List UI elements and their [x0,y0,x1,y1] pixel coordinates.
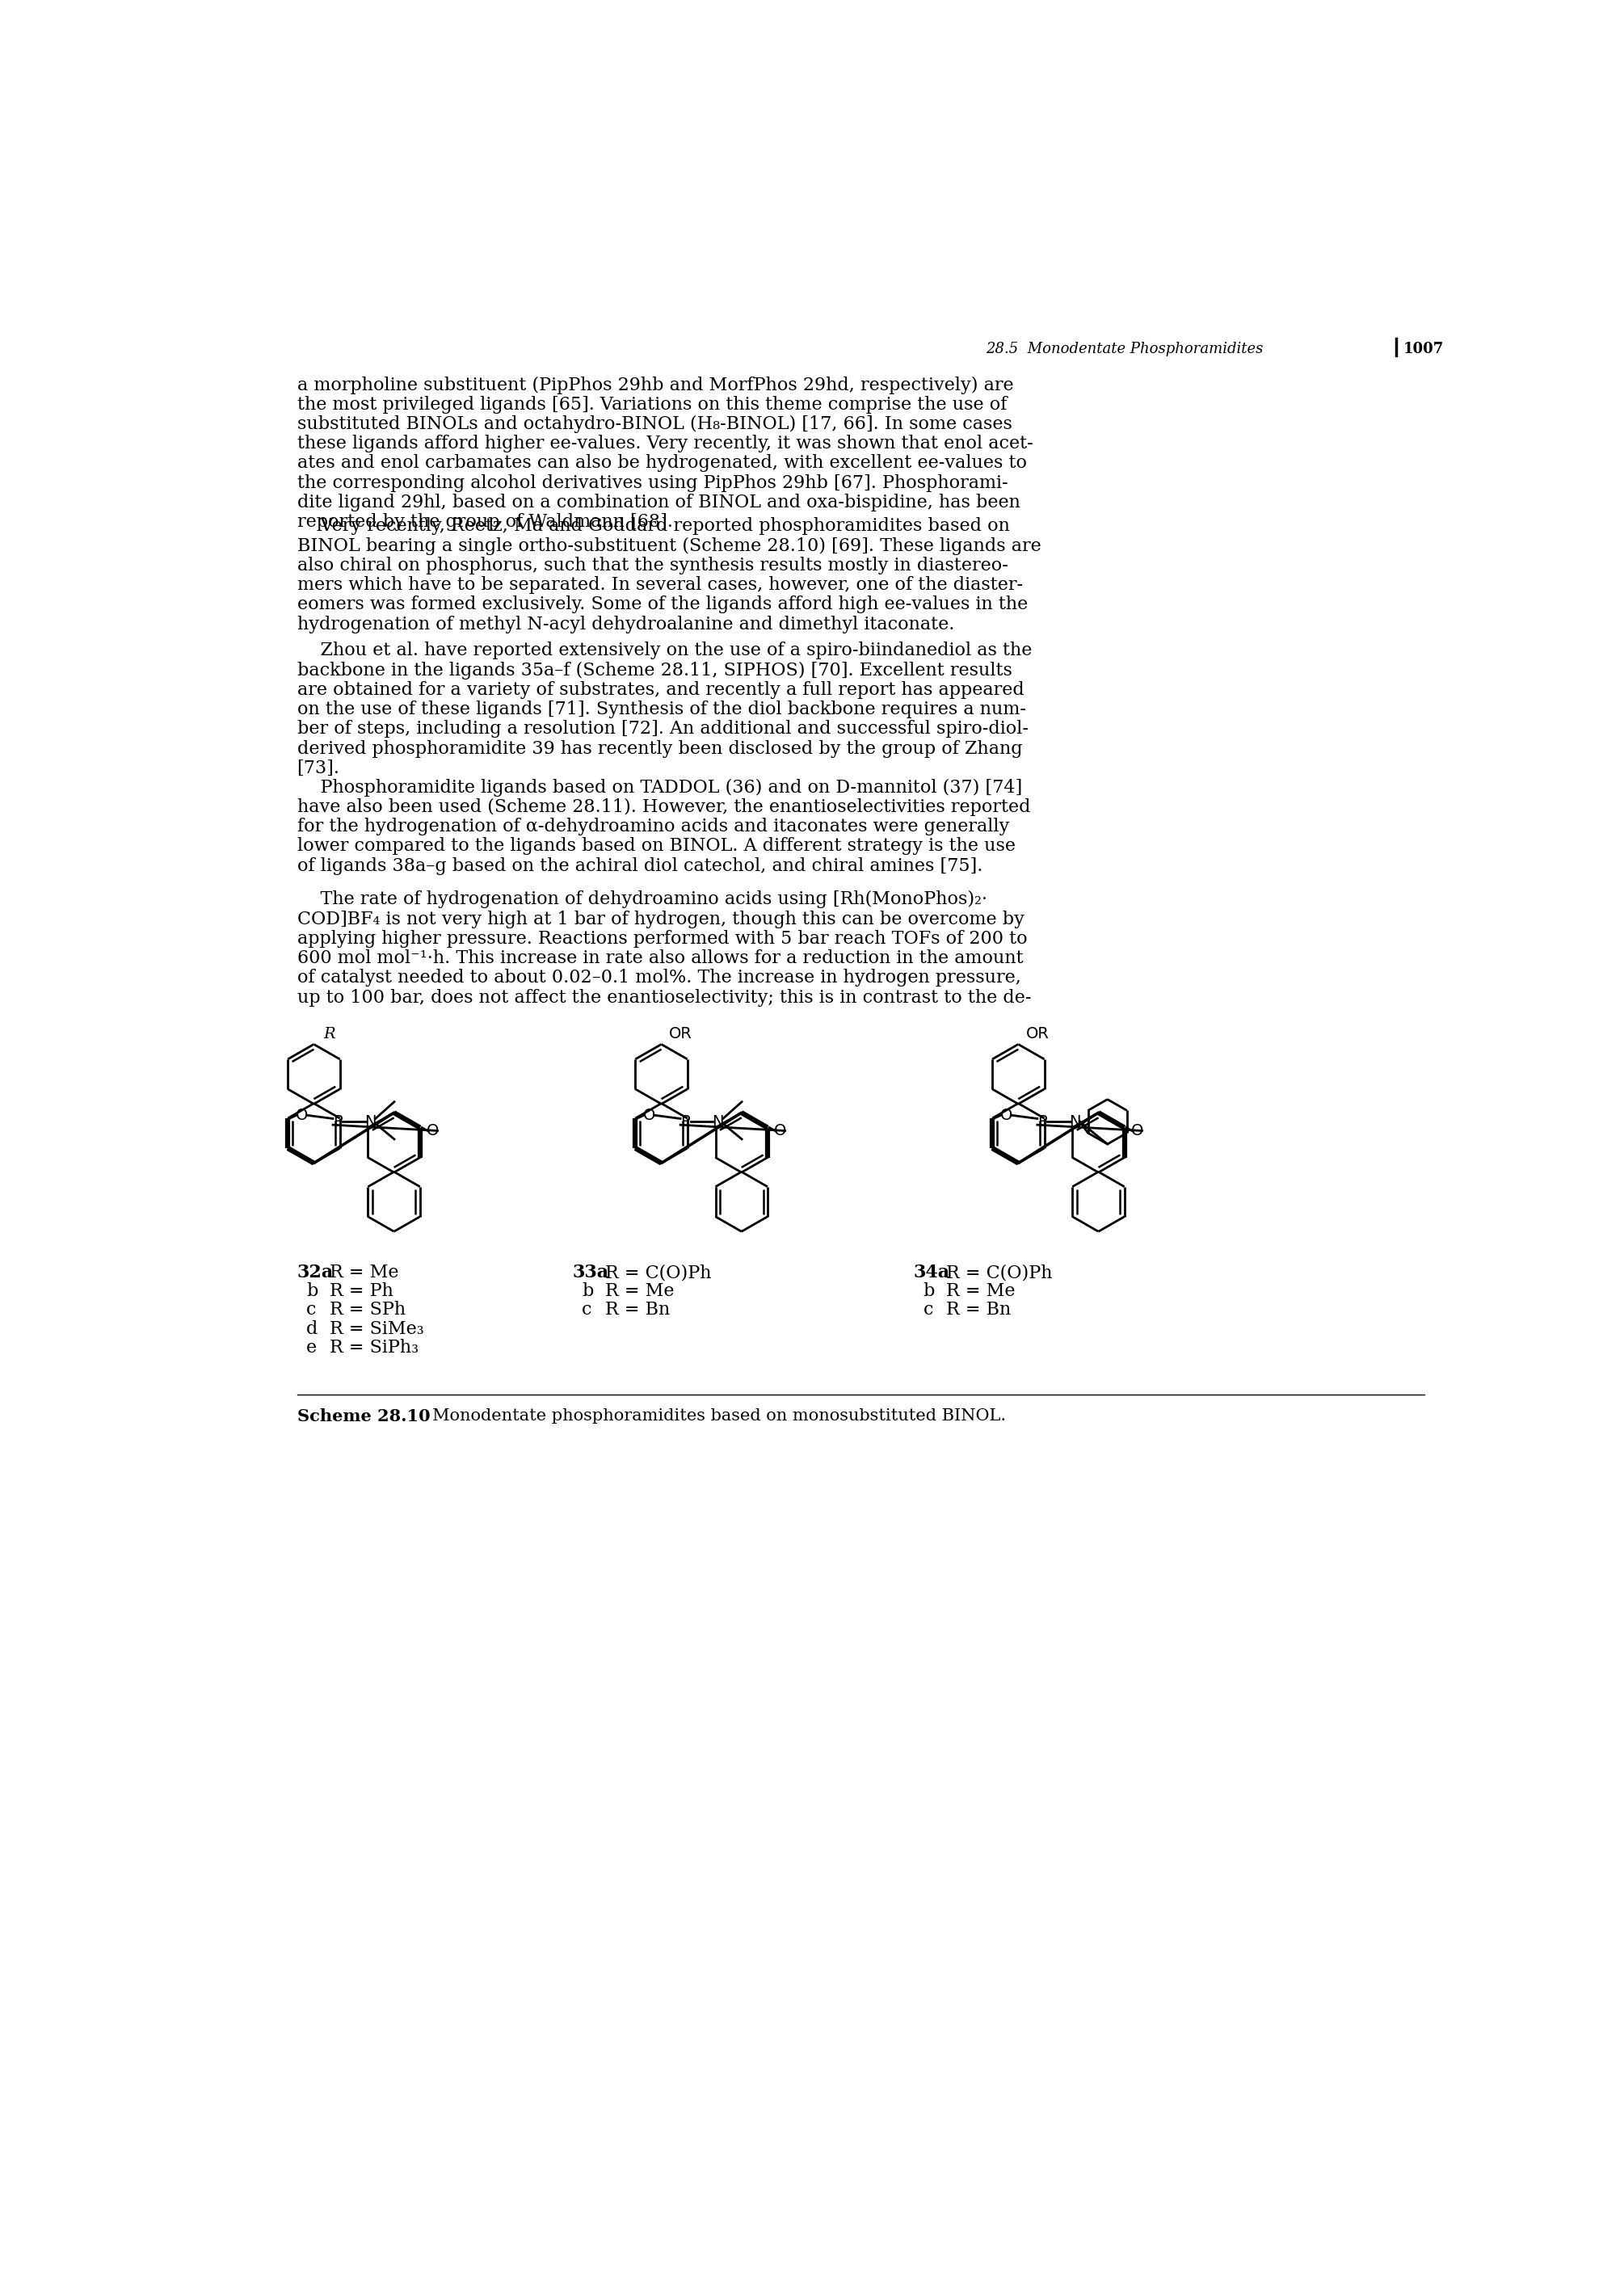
Text: d: d [307,1321,318,1337]
Text: N: N [711,1115,724,1128]
Text: N: N [1069,1115,1080,1128]
Text: O: O [775,1124,786,1138]
Text: 600 mol mol⁻¹·h. This increase in rate also allows for a reduction in the amount: 600 mol mol⁻¹·h. This increase in rate a… [297,950,1023,968]
Text: R = SiMe₃: R = SiMe₃ [330,1321,424,1337]
Text: have also been used (Scheme 28.11). However, the enantioselectivities reported: have also been used (Scheme 28.11). Howe… [297,799,1030,817]
Text: dite ligand 29hl, based on a combination of BINOL and oxa-bispidine, has been: dite ligand 29hl, based on a combination… [297,494,1020,510]
Text: OR: OR [1026,1025,1049,1041]
Text: BINOL bearing a single ortho-substituent (Scheme 28.10) [69]. These ligands are: BINOL bearing a single ortho-substituent… [297,538,1041,554]
Text: these ligands afford higher ee-values. Very recently, it was shown that enol ace: these ligands afford higher ee-values. V… [297,435,1033,453]
Text: of catalyst needed to about 0.02–0.1 mol%. The increase in hydrogen pressure,: of catalyst needed to about 0.02–0.1 mol… [297,968,1021,987]
Text: 28.5  Monodentate Phosphoramidites: 28.5 Monodentate Phosphoramidites [986,341,1263,357]
Text: Scheme 28.10: Scheme 28.10 [297,1408,430,1424]
Text: reported by the group of Waldmann [68].: reported by the group of Waldmann [68]. [297,513,672,531]
Text: the most privileged ligands [65]. Variations on this theme comprise the use of: the most privileged ligands [65]. Variat… [297,396,1007,414]
Text: O: O [1130,1124,1143,1138]
Text: R = Me: R = Me [330,1264,398,1282]
Text: Monodentate phosphoramidites based on monosubstituted BINOL.: Monodentate phosphoramidites based on mo… [422,1408,1007,1424]
Text: P: P [333,1115,343,1128]
Text: hydrogenation of methyl N-acyl dehydroalanine and dimethyl itaconate.: hydrogenation of methyl N-acyl dehydroal… [297,616,953,634]
Text: b: b [922,1282,935,1300]
Text: ber of steps, including a resolution [72]. An additional and successful spiro-di: ber of steps, including a resolution [72… [297,721,1028,737]
Text: R = Me: R = Me [947,1282,1015,1300]
Text: O: O [1000,1108,1012,1124]
Text: R = Me: R = Me [606,1282,674,1300]
Text: backbone in the ligands 35a–f (Scheme 28.11, SIPHOS) [70]. Excellent results: backbone in the ligands 35a–f (Scheme 28… [297,662,1012,680]
Text: also chiral on phosphorus, such that the synthesis results mostly in diastereo-: also chiral on phosphorus, such that the… [297,556,1009,575]
Text: R = SiPh₃: R = SiPh₃ [330,1339,419,1357]
Text: 1007: 1007 [1403,341,1444,357]
Text: derived phosphoramidite 39 has recently been disclosed by the group of Zhang: derived phosphoramidite 39 has recently … [297,739,1021,758]
Text: The rate of hydrogenation of dehydroamino acids using [Rh(MonoPhos)₂·: The rate of hydrogenation of dehydroamin… [297,890,987,909]
Text: c: c [307,1300,317,1318]
Text: R = SPh: R = SPh [330,1300,406,1318]
Text: R = Bn: R = Bn [606,1300,669,1318]
Text: on the use of these ligands [71]. Synthesis of the diol backbone requires a num-: on the use of these ligands [71]. Synthe… [297,700,1026,719]
Text: the corresponding alcohol derivatives using PipPhos 29hb [67]. Phosphorami-: the corresponding alcohol derivatives us… [297,474,1007,492]
Text: e: e [307,1339,317,1357]
Text: b: b [307,1282,318,1300]
Text: applying higher pressure. Reactions performed with 5 bar reach TOFs of 200 to: applying higher pressure. Reactions perf… [297,929,1026,948]
Text: c: c [581,1300,591,1318]
Text: 33a: 33a [572,1264,609,1282]
Text: COD]BF₄ is not very high at 1 bar of hydrogen, though this can be overcome by: COD]BF₄ is not very high at 1 bar of hyd… [297,911,1025,927]
Text: lower compared to the ligands based on BINOL. A different strategy is the use: lower compared to the ligands based on B… [297,838,1015,856]
Text: c: c [922,1300,934,1318]
Text: for the hydrogenation of α-dehydroamino acids and itaconates were generally: for the hydrogenation of α-dehydroamino … [297,817,1009,835]
Text: O: O [296,1108,309,1124]
Text: P: P [1038,1115,1047,1128]
Text: R: R [323,1025,335,1041]
Text: R = C(O)Ph: R = C(O)Ph [606,1264,711,1282]
Text: R = C(O)Ph: R = C(O)Ph [947,1264,1052,1282]
Text: up to 100 bar, does not affect the enantioselectivity; this is in contrast to th: up to 100 bar, does not affect the enant… [297,989,1031,1007]
Text: mers which have to be separated. In several cases, however, one of the diaster-: mers which have to be separated. In seve… [297,577,1023,593]
Text: 32a: 32a [297,1264,333,1282]
Text: Very recently, Reetz, Ma and Goddard reported phosphoramidites based on: Very recently, Reetz, Ma and Goddard rep… [297,517,1010,536]
Text: eomers was formed exclusively. Some of the ligands afford high ee-values in the: eomers was formed exclusively. Some of t… [297,595,1028,613]
Text: a morpholine substituent (PipPhos 29hb and MorfPhos 29hd, respectively) are: a morpholine substituent (PipPhos 29hb a… [297,375,1013,394]
Text: N: N [365,1115,377,1128]
Text: of ligands 38a–g based on the achiral diol catechol, and chiral amines [75].: of ligands 38a–g based on the achiral di… [297,856,983,874]
Text: 34a: 34a [914,1264,950,1282]
Text: R = Bn: R = Bn [947,1300,1012,1318]
Text: ates and enol carbamates can also be hydrogenated, with excellent ee-values to: ates and enol carbamates can also be hyd… [297,456,1026,472]
Text: are obtained for a variety of substrates, and recently a full report has appeare: are obtained for a variety of substrates… [297,680,1023,698]
Text: O: O [427,1124,438,1138]
Text: R = Ph: R = Ph [330,1282,393,1300]
Text: Phosphoramidite ligands based on TADDOL (36) and on D-mannitol (37) [74]: Phosphoramidite ligands based on TADDOL … [297,778,1021,797]
Text: P: P [680,1115,690,1128]
Text: O: O [643,1108,656,1124]
Text: [73].: [73]. [297,760,339,776]
Text: b: b [581,1282,593,1300]
Text: OR: OR [669,1025,692,1041]
Text: substituted BINOLs and octahydro-BINOL (H₈-BINOL) [17, 66]. In some cases: substituted BINOLs and octahydro-BINOL (… [297,414,1012,433]
Text: Zhou et al. have reported extensively on the use of a spiro-biindanediol as the: Zhou et al. have reported extensively on… [297,641,1031,659]
